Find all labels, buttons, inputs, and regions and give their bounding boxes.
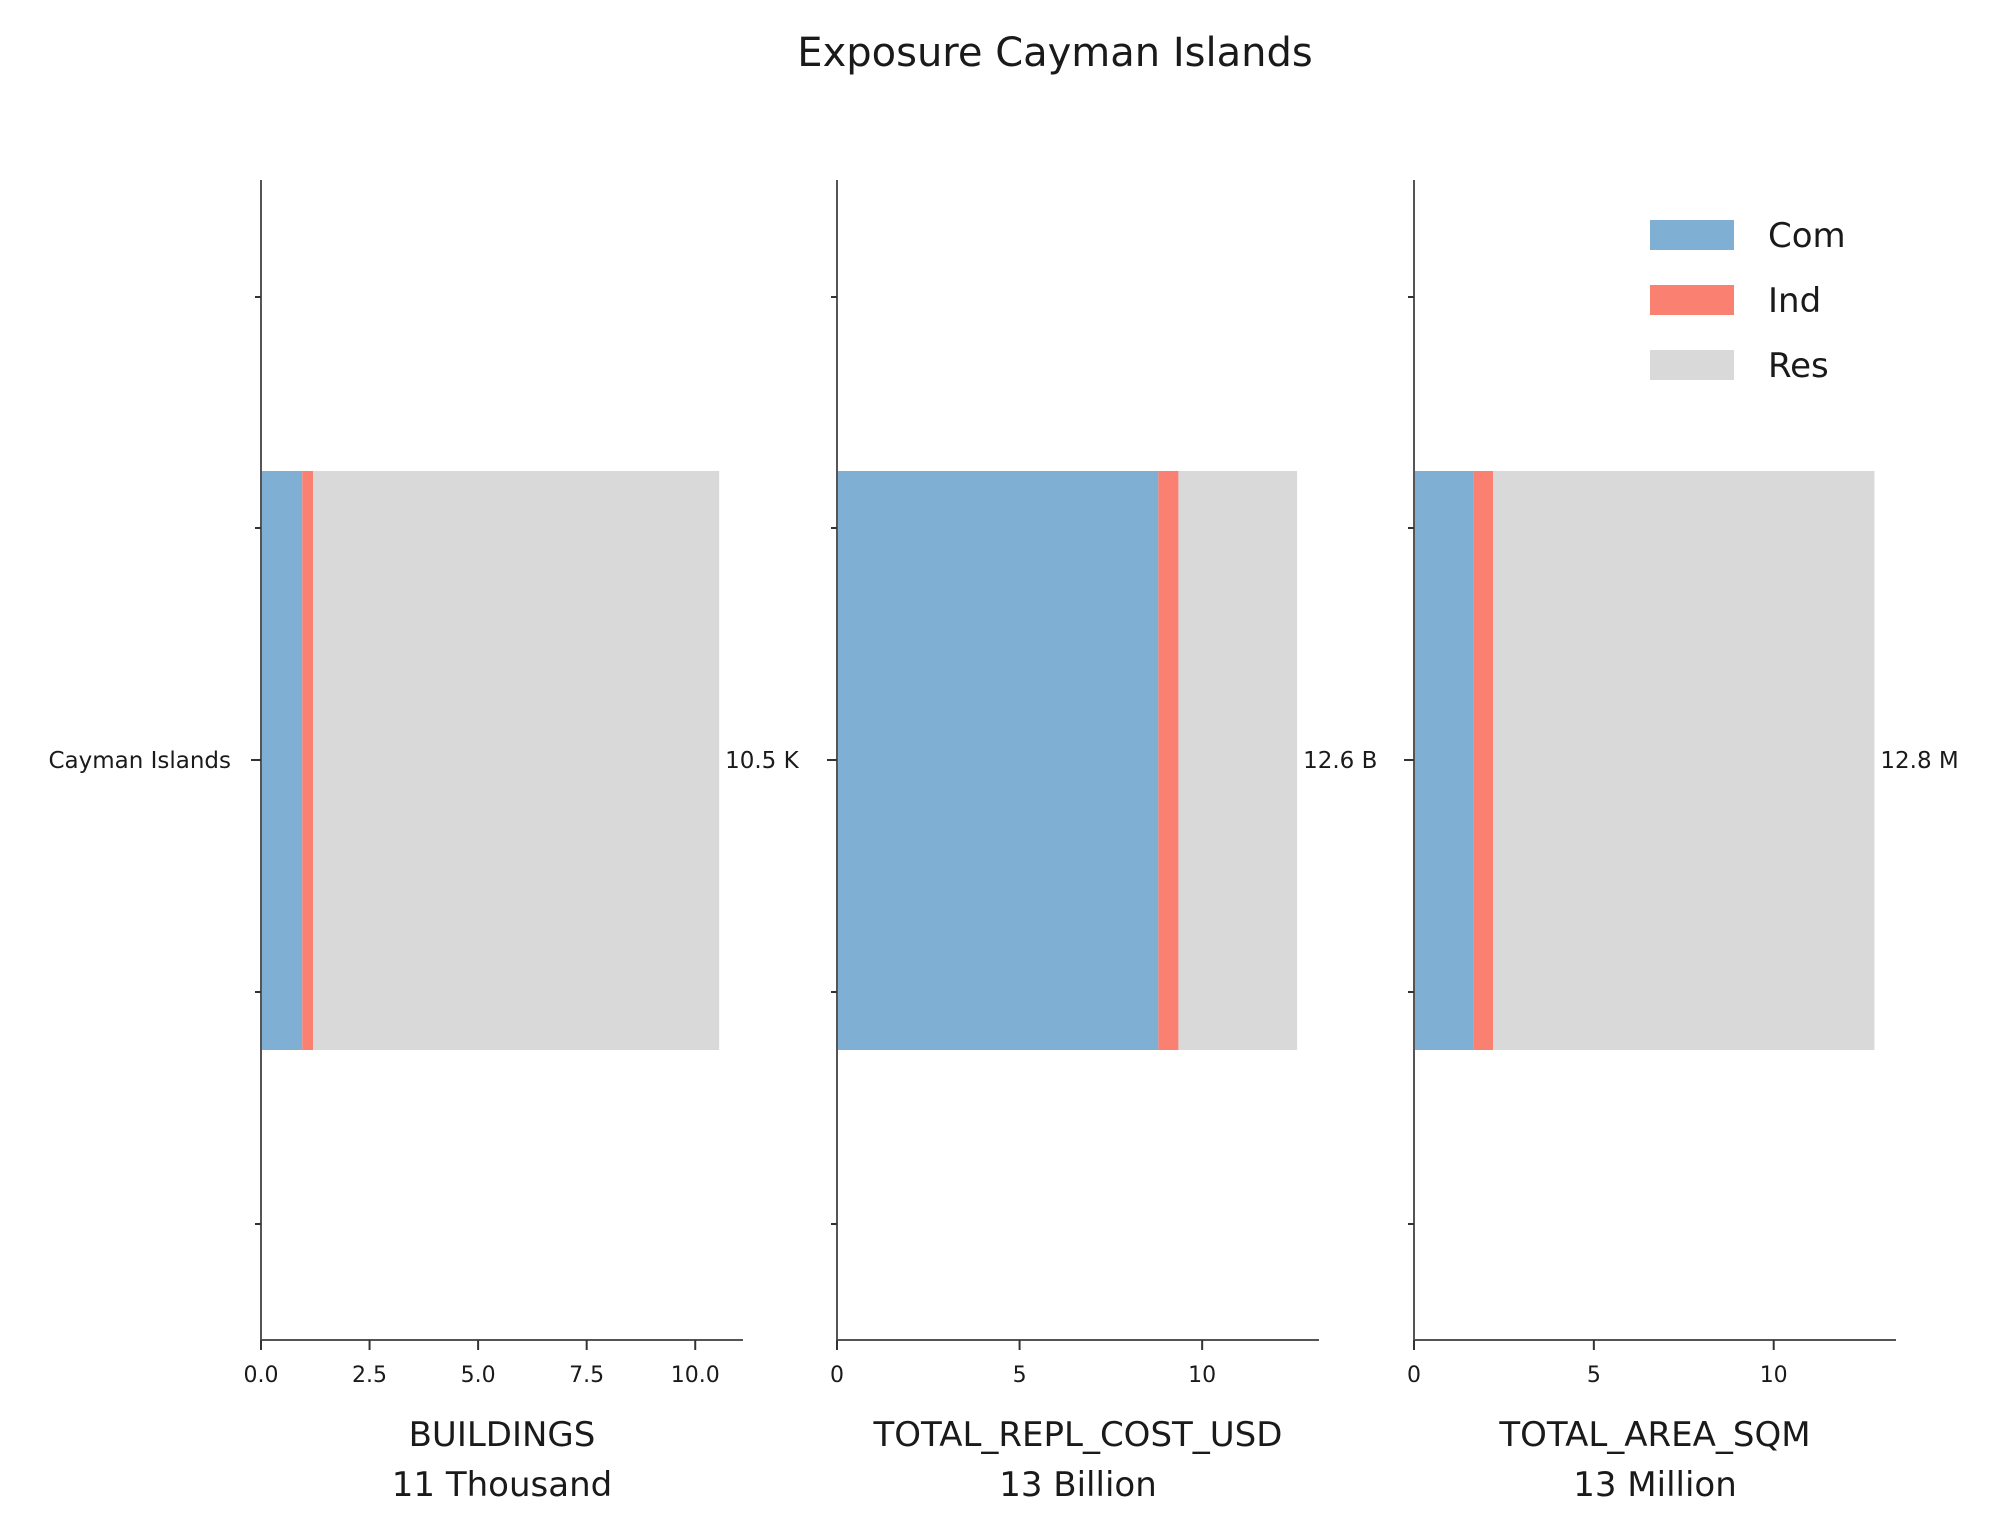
bar-com-panel-3 bbox=[1414, 471, 1474, 1050]
x-tick-label: 0 bbox=[1407, 1363, 1421, 1388]
bar-com-panel-1 bbox=[261, 471, 303, 1050]
total-label-panel-2: 12.6 B bbox=[1303, 748, 1377, 774]
x-axis-title-panel-2: TOTAL_REPL_COST_USD bbox=[873, 1415, 1283, 1455]
bar-ind-panel-2 bbox=[1158, 471, 1179, 1050]
bar-com-panel-2 bbox=[837, 471, 1159, 1050]
x-tick-label: 2.5 bbox=[352, 1363, 387, 1388]
x-tick-label: 10 bbox=[1188, 1363, 1216, 1388]
legend-label-res: Res bbox=[1768, 346, 1829, 386]
x-tick-label: 0.0 bbox=[244, 1363, 279, 1388]
x-axis-subtitle-panel-1: 11 Thousand bbox=[392, 1465, 612, 1505]
panels: 10.5 K Cayman Islands 0.0 2.5 5.0 7.5 10.0 BUIL… bbox=[48, 180, 1959, 1505]
x-tick-label: 5 bbox=[1013, 1363, 1027, 1388]
legend-swatch-ind bbox=[1650, 285, 1734, 315]
total-label-panel-1: 10.5 K bbox=[725, 748, 800, 774]
legend-swatch-res bbox=[1650, 350, 1734, 380]
x-tick-label: 0 bbox=[830, 1363, 844, 1388]
x-axis-subtitle-panel-2: 13 Billion bbox=[999, 1465, 1157, 1505]
x-tick-label: 5.0 bbox=[461, 1363, 496, 1388]
legend: Com Ind Res bbox=[1650, 216, 1846, 386]
chart-title: Exposure Cayman Islands bbox=[797, 30, 1312, 76]
total-label-panel-3: 12.8 M bbox=[1880, 748, 1958, 774]
x-tick-label: 10 bbox=[1760, 1363, 1788, 1388]
legend-swatch-com bbox=[1650, 220, 1734, 250]
bar-res-panel-1 bbox=[313, 471, 720, 1050]
panel-1: 10.5 K Cayman Islands 0.0 2.5 5.0 7.5 10.0 BUIL… bbox=[48, 180, 800, 1505]
legend-label-ind: Ind bbox=[1768, 281, 1821, 321]
panel-2: 12.6 B 0 5 10 TOTAL_REPL_COST_USD 13 Billion bbox=[827, 180, 1377, 1505]
x-tick-label: 7.5 bbox=[569, 1363, 604, 1388]
x-axis-subtitle-panel-3: 13 Million bbox=[1573, 1465, 1737, 1505]
category-label: Cayman Islands bbox=[48, 748, 231, 774]
x-axis-title-panel-1: BUILDINGS bbox=[409, 1415, 596, 1455]
x-tick-label: 10.0 bbox=[671, 1363, 720, 1388]
bar-res-panel-2 bbox=[1178, 471, 1298, 1050]
bar-ind-panel-3 bbox=[1473, 471, 1494, 1050]
x-tick-label: 5 bbox=[1587, 1363, 1601, 1388]
panel-3: 12.8 M 0 5 10 TOTAL_AREA_SQM 13 Million bbox=[1404, 180, 1959, 1505]
bar-ind-panel-1 bbox=[302, 471, 314, 1050]
bar-res-panel-3 bbox=[1493, 471, 1875, 1050]
x-axis-title-panel-3: TOTAL_AREA_SQM bbox=[1498, 1415, 1810, 1455]
legend-label-com: Com bbox=[1768, 216, 1846, 256]
